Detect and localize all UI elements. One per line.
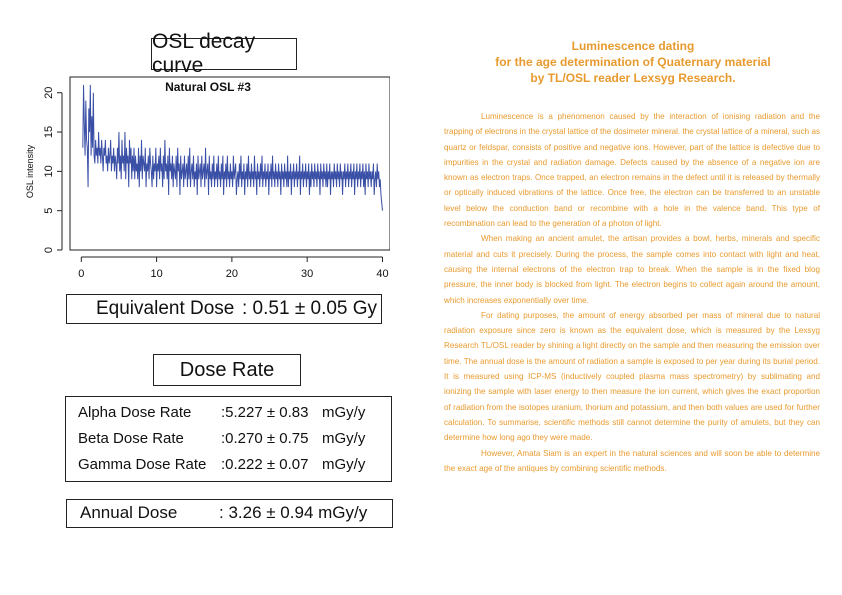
dose-rates-box: Alpha Dose Rate :5.227 ± 0.83 mGy/y Beta… [65, 396, 392, 482]
article-paragraph: However, Amata Siam is an expert in the … [444, 448, 820, 473]
x-tick-label: 40 [376, 268, 388, 280]
osl-title-box: OSL decay curve [151, 30, 297, 77]
plot-frame [69, 76, 390, 251]
dose-rate-value: :0.270 ± 0.75 [221, 430, 309, 447]
series-line [82, 84, 383, 211]
article-paragraph: For dating purposes, the amount of energ… [444, 310, 820, 443]
y-tick-label: 10 [43, 165, 55, 177]
y-tick-label: 5 [43, 208, 55, 214]
annual-dose-value: : 3.26 ± 0.94 mGy/y [219, 503, 368, 522]
y-axis-label: OSL intensity [25, 144, 35, 198]
dose-rate-name: Beta Dose Rate [78, 430, 184, 447]
article-paragraph: When making an ancient amulet, the artis… [444, 234, 820, 305]
dose-rate-unit: mGy/y [322, 404, 366, 421]
article-paragraph: Luminescence is a phenomenon caused by t… [444, 112, 820, 229]
article-title-line: Luminescence dating [571, 39, 695, 53]
article-title-line: for the age determination of Quaternary … [495, 55, 771, 69]
y-tick-label: 0 [43, 247, 55, 253]
dose-rate-title: Dose Rate [179, 358, 275, 381]
x-tick-label: 0 [78, 268, 84, 280]
dose-rate-value: :0.222 ± 0.07 [221, 456, 309, 473]
annual-dose-box: Annual Dose : 3.26 ± 0.94 mGy/y [66, 499, 393, 528]
x-tick-label: 30 [301, 268, 313, 280]
chart-title: Natural OSL #3 [165, 80, 251, 94]
dose-rate-name: Alpha Dose Rate [78, 404, 192, 421]
equivalent-dose-box: Equivalent Dose : 0.51 ± 0.05 Gy [66, 294, 382, 324]
annual-dose-label: Annual Dose [80, 503, 178, 522]
x-tick-label: 20 [226, 268, 238, 280]
article-title: Luminescence dating for the age determin… [416, 38, 842, 86]
dose-rate-unit: mGy/y [322, 456, 366, 473]
osl-decay-chart: Natural OSL #3 OSL intensity 0 10 20 30 40 0 5 1… [25, 76, 390, 280]
y-tick-label: 20 [43, 87, 55, 99]
equivalent-dose-label: Equivalent Dose [96, 298, 235, 319]
dose-rate-unit: mGy/y [322, 430, 366, 447]
article: Luminescence dating for the age determin… [444, 38, 820, 476]
dose-rate-value: :5.227 ± 0.83 [221, 404, 309, 421]
dose-rate-name: Gamma Dose Rate [78, 456, 207, 473]
article-title-line: by TL/OSL reader Lexsyg Research. [530, 71, 736, 85]
osl-title: OSL decay curve [152, 30, 256, 77]
y-tick-label: 15 [43, 126, 55, 138]
x-tick-label: 10 [150, 268, 162, 280]
dose-rate-title-box: Dose Rate [153, 354, 301, 386]
equivalent-dose-value: : 0.51 ± 0.05 Gy [242, 298, 378, 319]
